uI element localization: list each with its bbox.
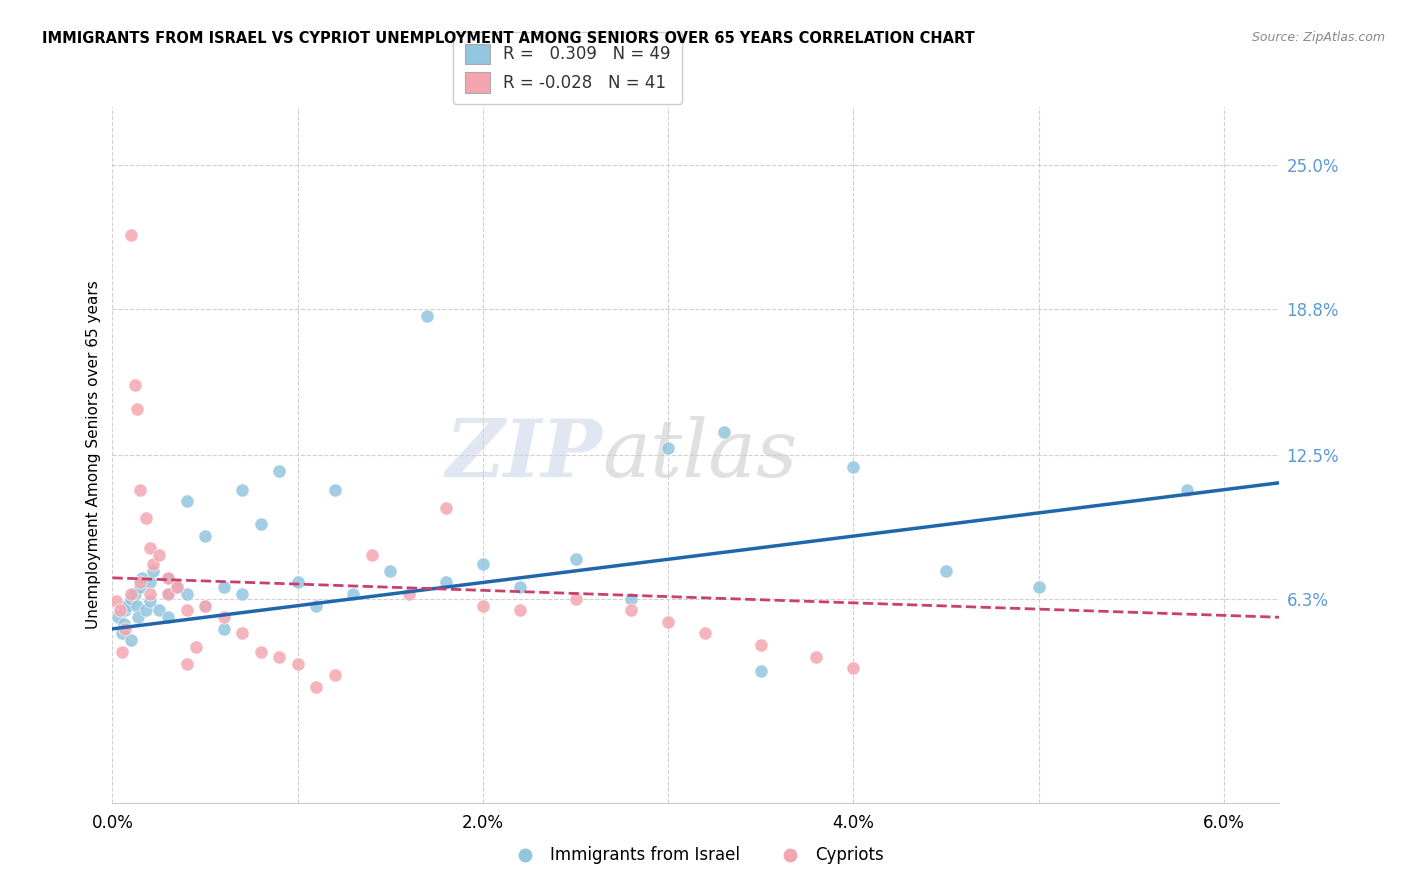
Point [112, 617, 135, 632]
Point [131, 571, 153, 585]
Point [398, 587, 420, 601]
Point [323, 668, 346, 682]
Point [695, 626, 717, 640]
Point [107, 610, 129, 624]
Point [269, 649, 291, 664]
Point [1175, 483, 1198, 497]
Point [806, 649, 828, 664]
Point [305, 599, 328, 613]
Point [713, 425, 735, 439]
Point [509, 580, 531, 594]
Point [157, 587, 180, 601]
Point [564, 591, 586, 606]
Point [620, 591, 643, 606]
Point [935, 564, 957, 578]
Point [380, 564, 402, 578]
Point [194, 529, 217, 543]
Point [138, 541, 160, 555]
Point [166, 580, 188, 594]
Point [108, 603, 131, 617]
Point [129, 580, 152, 594]
Point [434, 501, 457, 516]
Point [124, 378, 146, 392]
Point [176, 603, 198, 617]
Point [125, 599, 148, 613]
Point [129, 483, 152, 497]
Point [176, 657, 198, 671]
Point [124, 587, 146, 601]
Point [157, 571, 180, 585]
Point [287, 657, 309, 671]
Point [142, 564, 165, 578]
Point [842, 661, 865, 675]
Point [114, 603, 136, 617]
Point [176, 494, 198, 508]
Point [138, 594, 160, 608]
Point [212, 610, 235, 624]
Point [212, 622, 235, 636]
Point [194, 599, 217, 613]
Point [249, 645, 271, 659]
Point [105, 594, 128, 608]
Point [142, 557, 165, 571]
Point [114, 622, 136, 636]
Point [842, 459, 865, 474]
Point [157, 587, 180, 601]
Point [231, 626, 253, 640]
Point [157, 610, 180, 624]
Point [120, 587, 142, 601]
Point [111, 626, 134, 640]
Point [135, 603, 157, 617]
Point [157, 571, 180, 585]
Point [138, 587, 160, 601]
Point [231, 587, 253, 601]
Point [117, 599, 139, 613]
Point [120, 591, 142, 606]
Y-axis label: Unemployment Among Seniors over 65 years: Unemployment Among Seniors over 65 years [86, 281, 101, 629]
Point [434, 575, 457, 590]
Point [184, 640, 207, 655]
Point [129, 575, 152, 590]
Point [231, 483, 253, 497]
Point [1028, 580, 1050, 594]
Point [148, 603, 170, 617]
Point [148, 548, 170, 562]
Point [166, 580, 188, 594]
Point [657, 441, 679, 455]
Point [176, 587, 198, 601]
Point [305, 680, 328, 694]
Point [125, 401, 148, 416]
Point [287, 575, 309, 590]
Point [620, 603, 643, 617]
Point [269, 464, 291, 478]
Point [127, 610, 149, 624]
Text: atlas: atlas [603, 417, 799, 493]
Point [212, 580, 235, 594]
Point [749, 638, 772, 652]
Point [111, 645, 134, 659]
Point [471, 557, 494, 571]
Point [120, 227, 142, 242]
Legend: Immigrants from Israel, Cypriots: Immigrants from Israel, Cypriots [502, 839, 890, 871]
Point [194, 599, 217, 613]
Point [564, 552, 586, 566]
Point [135, 510, 157, 524]
Point [342, 587, 364, 601]
Text: IMMIGRANTS FROM ISRAEL VS CYPRIOT UNEMPLOYMENT AMONG SENIORS OVER 65 YEARS CORRE: IMMIGRANTS FROM ISRAEL VS CYPRIOT UNEMPL… [42, 31, 974, 46]
Point [509, 603, 531, 617]
Point [120, 633, 142, 648]
Text: Source: ZipAtlas.com: Source: ZipAtlas.com [1251, 31, 1385, 45]
Point [323, 483, 346, 497]
Point [360, 548, 382, 562]
Point [249, 517, 271, 532]
Point [416, 309, 439, 323]
Point [138, 575, 160, 590]
Point [749, 664, 772, 678]
Text: ZIP: ZIP [446, 417, 603, 493]
Point [471, 599, 494, 613]
Point [657, 615, 679, 629]
